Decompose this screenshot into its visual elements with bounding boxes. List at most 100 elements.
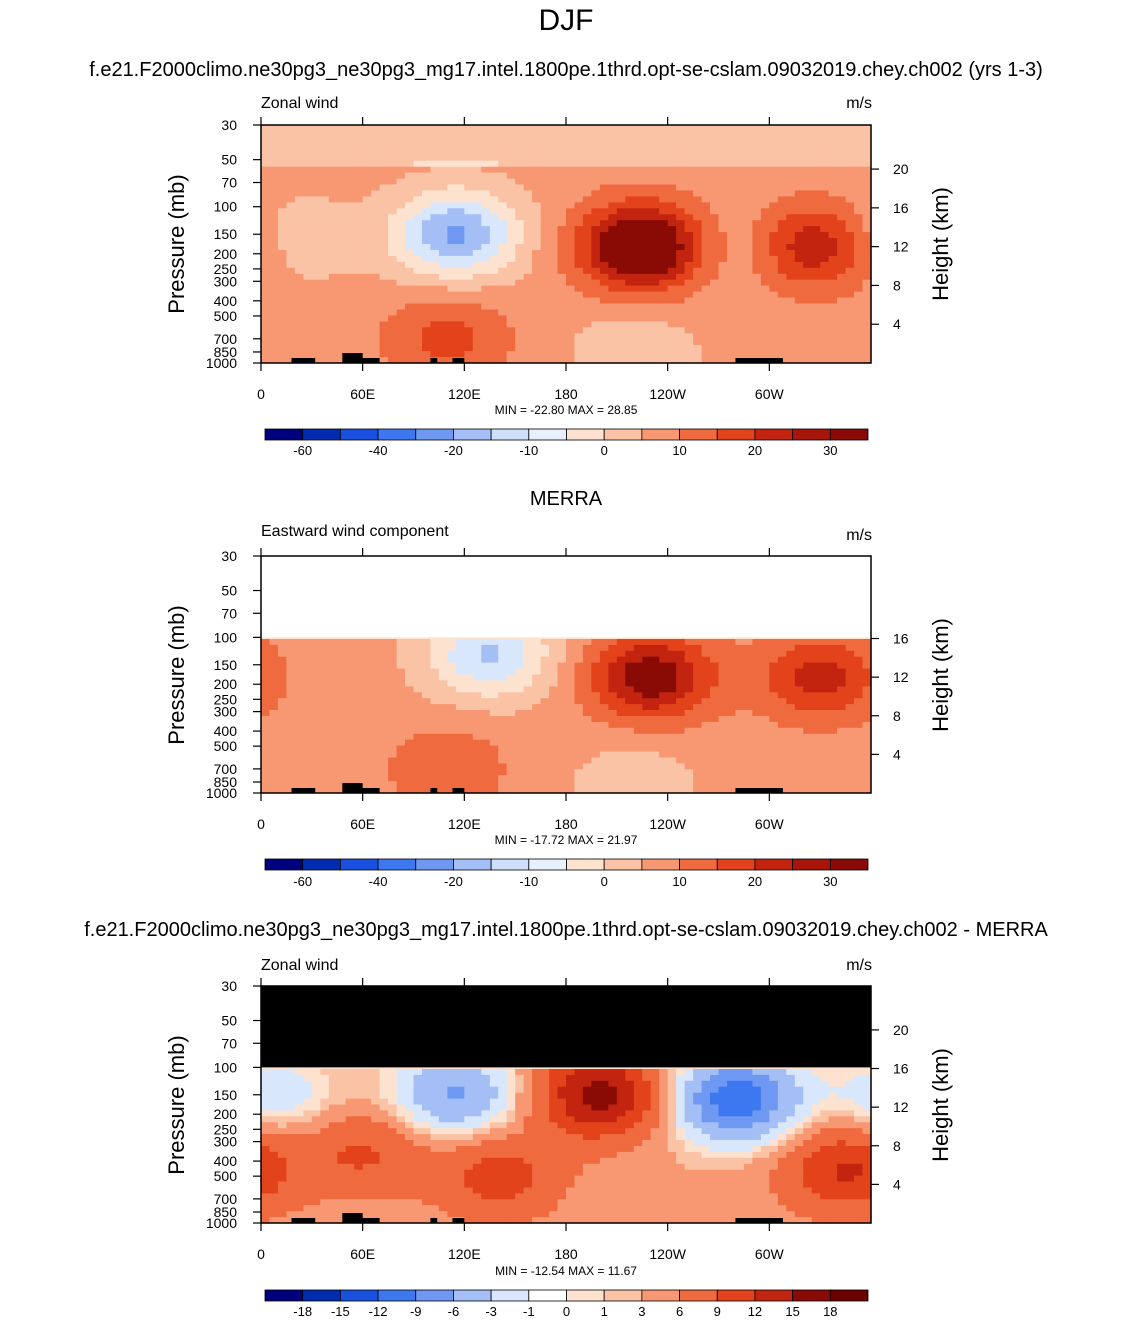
field-cell <box>828 721 838 729</box>
field-cell <box>760 297 770 305</box>
field-cell <box>379 238 389 245</box>
field-cell <box>532 244 542 251</box>
field-cell <box>447 226 457 233</box>
field-cell <box>345 680 355 687</box>
field-cell <box>379 644 389 652</box>
field-cell <box>388 775 398 782</box>
field-cell <box>464 1069 474 1076</box>
field-cell <box>303 656 313 664</box>
field-cell <box>523 142 533 150</box>
field-cell <box>422 226 432 233</box>
field-cell <box>328 303 338 311</box>
field-cell <box>752 208 762 215</box>
field-cell <box>311 639 321 646</box>
field-cell <box>261 297 271 305</box>
field-cell <box>625 202 635 209</box>
field-cell <box>854 202 864 209</box>
field-cell <box>303 650 313 658</box>
field-cell <box>396 321 406 328</box>
field-cell <box>286 226 296 233</box>
field-cell <box>786 787 796 794</box>
field-cell <box>379 1069 389 1076</box>
field-cell <box>405 255 415 263</box>
field-cell <box>540 727 550 735</box>
field-cell <box>294 769 304 776</box>
field-cell <box>430 733 440 741</box>
field-cell <box>693 710 703 717</box>
field-cell <box>811 698 821 705</box>
field-cell <box>701 160 711 168</box>
field-cell <box>599 303 609 311</box>
field-cell <box>540 721 550 729</box>
field-cell <box>735 644 745 652</box>
field-cell <box>447 727 457 735</box>
field-cell <box>599 698 609 705</box>
field-cell <box>820 775 830 782</box>
field-cell <box>311 136 321 144</box>
field-cell <box>540 1069 550 1076</box>
field-cell <box>828 692 838 699</box>
field-cell <box>430 315 440 322</box>
field-cell <box>743 303 753 311</box>
field-cell <box>642 686 652 693</box>
field-cell <box>455 279 465 287</box>
field-cell <box>472 339 482 346</box>
field-cell <box>574 763 584 770</box>
field-cell <box>277 757 287 764</box>
field-cell <box>616 704 626 711</box>
field-cell <box>405 781 415 788</box>
field-cell <box>811 303 821 311</box>
field-cell <box>277 686 287 693</box>
topography-block <box>452 358 465 363</box>
field-cell <box>422 273 432 281</box>
field-cell <box>464 267 474 275</box>
field-cell <box>464 214 474 221</box>
field-cell <box>438 142 448 150</box>
field-cell <box>277 160 287 168</box>
field-cell <box>455 769 465 776</box>
field-cell <box>710 769 720 776</box>
field-cell <box>354 178 364 186</box>
colorbar-box <box>415 858 454 871</box>
field-cell <box>362 1069 372 1076</box>
field-cell <box>633 698 643 705</box>
field-cell <box>599 763 609 770</box>
field-cell <box>405 710 415 717</box>
field-cell <box>608 160 618 168</box>
field-cell <box>303 261 313 269</box>
field-cell <box>523 196 533 203</box>
field-cell <box>337 208 347 215</box>
field-cell <box>311 148 321 156</box>
field-cell <box>320 279 330 287</box>
field-cell <box>743 184 753 191</box>
field-cell <box>735 751 745 758</box>
field-cell <box>498 721 508 729</box>
field-cell <box>413 261 423 269</box>
field-cell <box>659 345 669 352</box>
field-cell <box>642 787 652 794</box>
field-cell <box>582 692 592 699</box>
field-cell <box>642 650 652 658</box>
field-cell <box>430 639 440 646</box>
field-cell <box>743 674 753 681</box>
field-cell <box>422 172 432 180</box>
field-cell <box>752 775 762 782</box>
field-cell <box>735 172 745 180</box>
field-cell <box>532 639 542 646</box>
field-cell <box>769 166 779 174</box>
field-cell <box>752 178 762 186</box>
field-cell <box>379 166 389 174</box>
field-cell <box>845 208 855 215</box>
field-cell <box>684 733 694 741</box>
field-cell <box>566 339 576 346</box>
field-cell <box>328 674 338 681</box>
field-cell <box>337 273 347 281</box>
field-cell <box>676 178 686 186</box>
field-cell <box>447 674 457 681</box>
field-cell <box>633 650 643 658</box>
field-cell <box>786 190 796 197</box>
field-cell <box>743 244 753 251</box>
field-cell <box>294 255 304 263</box>
field-cell <box>862 249 872 257</box>
field-cell <box>472 727 482 735</box>
